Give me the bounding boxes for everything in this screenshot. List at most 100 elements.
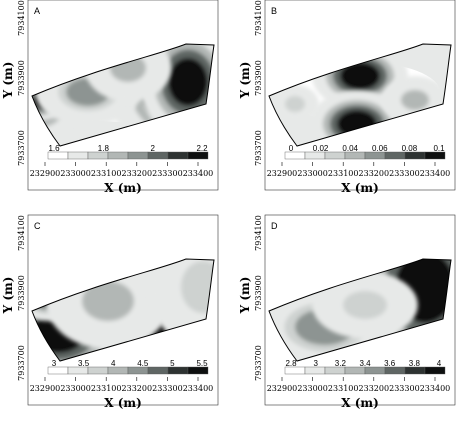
y-tick-label: 7934100 (254, 215, 263, 251)
legend-swatch (127, 151, 149, 160)
legend-label: 4 (111, 359, 116, 368)
value-zone (150, 259, 214, 350)
legend-label: 3.6 (384, 359, 396, 368)
x-tick-label: 233300 (152, 169, 183, 178)
x-tick-label: 233100 (328, 384, 359, 393)
legend-swatch (424, 366, 446, 375)
legend-label: 2.2 (196, 144, 208, 153)
x-tick-label: 233000 (60, 169, 91, 178)
y-axis-title: Y (m) (238, 62, 252, 100)
legend-swatch (424, 151, 446, 160)
legend-swatch (167, 366, 189, 375)
legend-swatch (47, 151, 69, 160)
y-tick-label: 7933700 (254, 130, 263, 166)
x-tick-label: 233100 (328, 169, 359, 178)
y-tick-label: 7933900 (17, 275, 26, 311)
zone-band (181, 261, 214, 313)
legend-label: 4.5 (137, 359, 149, 368)
legend-label: 4 (437, 359, 442, 368)
legend-bar: 3 3.5 4 4.5 5 5.5 (47, 359, 209, 375)
zone-band (82, 281, 134, 321)
legend-swatch (364, 151, 386, 160)
legend-label: 3.4 (359, 359, 371, 368)
legend-label: 1.8 (98, 144, 110, 153)
x-tick-label: 233000 (297, 384, 328, 393)
legend-swatch (344, 366, 366, 375)
legend-bar: 1.6 1.8 2 2.2 (47, 144, 209, 160)
x-axis-title: X (m) (341, 396, 379, 410)
legend-label: 0 (289, 144, 294, 153)
legend-label: 3 (52, 359, 57, 368)
zone-band (340, 62, 380, 90)
y-tick-label: 7934100 (254, 0, 263, 36)
legend-swatch (324, 366, 346, 375)
legend-swatch (284, 366, 306, 375)
field-outline (31, 258, 215, 362)
legend-label: 0.04 (342, 144, 358, 153)
legend-swatch (147, 151, 169, 160)
legend-bar: 2.8 3 3.2 3.4 3.6 3.8 4 (284, 359, 446, 375)
x-tick-label: 233100 (91, 169, 122, 178)
legend-label: 5 (170, 359, 175, 368)
legend-label: 3.5 (78, 359, 90, 368)
y-axis-title: Y (m) (1, 277, 15, 315)
panel-letter: C (34, 221, 41, 231)
x-tick-label: 233100 (91, 384, 122, 393)
x-tick-label: 233400 (420, 169, 451, 178)
legend-swatch (187, 366, 209, 375)
legend-swatch (404, 366, 426, 375)
x-tick-label: 233200 (359, 169, 390, 178)
x-tick-label: 233400 (183, 169, 214, 178)
zone-band (285, 96, 305, 112)
legend-swatch (67, 366, 89, 375)
x-tick-label: 233400 (420, 384, 451, 393)
x-tick-label: 233200 (359, 384, 390, 393)
legend-label: 3.8 (409, 359, 421, 368)
y-tick-label: 7934100 (17, 0, 26, 36)
x-tick-label: 233000 (60, 384, 91, 393)
panel-letter: B (271, 6, 277, 16)
y-axis-title: Y (m) (238, 277, 252, 315)
legend-swatch (404, 151, 426, 160)
legend-label: 0.08 (402, 144, 418, 153)
legend-label: 2.8 (285, 359, 297, 368)
y-tick-label: 7933700 (17, 345, 26, 381)
field-surface (32, 44, 214, 146)
legend-swatch (344, 151, 366, 160)
legend-swatch (127, 366, 149, 375)
legend-swatch (47, 366, 69, 375)
legend-label: 3.2 (335, 359, 347, 368)
x-tick-label: 233300 (389, 169, 420, 178)
legend-swatch (107, 366, 129, 375)
legend-swatch (147, 366, 169, 375)
y-tick-label: 7933700 (254, 345, 263, 381)
legend-swatch (107, 151, 129, 160)
y-tick-label: 7933900 (254, 275, 263, 311)
x-axis-title: X (m) (104, 396, 142, 410)
legend-swatch (67, 151, 89, 160)
x-tick-label: 233300 (389, 384, 420, 393)
legend-swatch (364, 366, 386, 375)
y-tick-label: 7934100 (17, 215, 26, 251)
field-outline (268, 258, 452, 362)
legend-swatch (284, 151, 306, 160)
panel-letter: A (34, 6, 40, 16)
zone-band (168, 58, 208, 106)
x-tick-label: 232900 (267, 169, 298, 178)
x-tick-label: 233200 (122, 169, 153, 178)
legend-swatch (384, 366, 406, 375)
y-tick-label: 7933900 (254, 60, 263, 96)
field-outline (31, 43, 215, 147)
x-tick-label: 233200 (122, 384, 153, 393)
legend-swatch (87, 366, 109, 375)
panel-letter: D (271, 221, 278, 231)
legend-swatch (187, 151, 209, 160)
legend-swatch (384, 151, 406, 160)
x-tick-label: 232900 (30, 169, 61, 178)
x-axis-title: X (m) (341, 181, 379, 195)
x-tick-label: 233300 (152, 384, 183, 393)
x-tick-label: 233400 (183, 384, 214, 393)
